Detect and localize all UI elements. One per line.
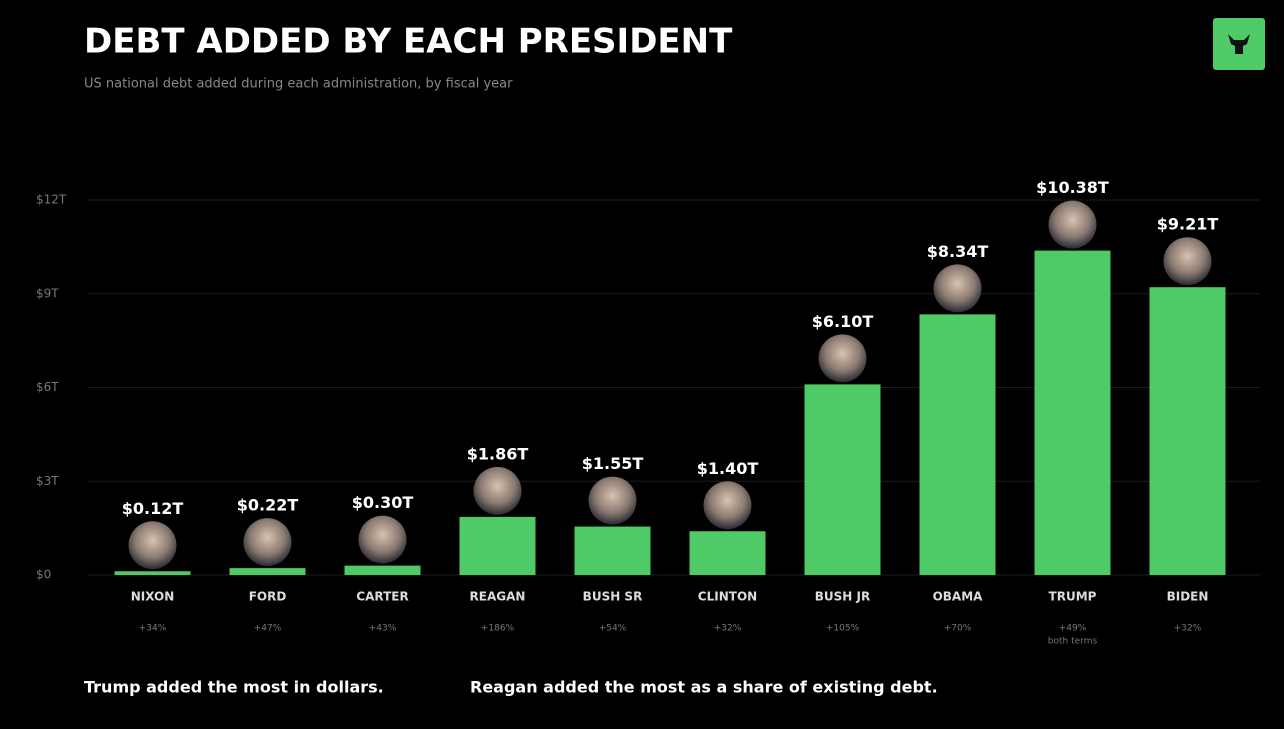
- y-tick-label: $12T: [36, 193, 67, 207]
- x-tick-label: NIXON: [131, 590, 175, 604]
- y-tick-label: $6T: [36, 380, 59, 394]
- bar: [1034, 250, 1111, 575]
- share-label: +32%: [714, 624, 742, 634]
- portrait: [588, 476, 637, 525]
- share-label: +105%: [826, 624, 860, 634]
- chart-title: DEBT ADDED BY EACH PRESIDENT: [84, 22, 733, 62]
- share-label: +49%: [1059, 624, 1087, 634]
- x-tick-label: OBAMA: [933, 590, 984, 604]
- value-label: $0.22T: [237, 496, 299, 515]
- x-tick-label: FORD: [249, 590, 287, 604]
- portrait: [473, 466, 522, 515]
- y-tick-label: $0: [36, 568, 51, 582]
- value-label: $9.21T: [1157, 215, 1219, 234]
- x-tick-label: CARTER: [356, 590, 408, 604]
- chart-subtitle: US national debt added during each admin…: [84, 77, 513, 92]
- value-label: $1.86T: [467, 444, 529, 463]
- footer-note: Trump added the most in dollars.: [84, 678, 384, 697]
- bar: [574, 526, 651, 575]
- x-tick-label: BUSH JR: [815, 590, 870, 604]
- share-label: +47%: [254, 624, 282, 634]
- portrait: [243, 518, 292, 567]
- bar: [1149, 287, 1226, 575]
- bar: [689, 531, 766, 575]
- share-label: +70%: [944, 624, 972, 634]
- x-tick-label: TRUMP: [1049, 590, 1097, 604]
- portrait: [358, 515, 407, 564]
- share-label: +32%: [1174, 624, 1202, 634]
- portrait: [128, 521, 177, 570]
- portrait: [818, 334, 867, 383]
- bar: [804, 384, 881, 575]
- share-note: both terms: [1048, 637, 1098, 647]
- logo: [1213, 18, 1265, 70]
- bar: [459, 516, 536, 575]
- portrait: [933, 264, 982, 313]
- bar: [919, 314, 996, 575]
- y-tick-label: $3T: [36, 474, 59, 488]
- footer-note: Reagan added the most as a share of exis…: [470, 678, 938, 697]
- x-tick-label: CLINTON: [698, 590, 757, 604]
- share-label: +43%: [369, 624, 397, 634]
- share-label: +54%: [599, 624, 627, 634]
- bar: [344, 565, 421, 575]
- x-tick-label: BUSH SR: [583, 590, 643, 604]
- share-label: +34%: [139, 624, 167, 634]
- portrait: [1163, 237, 1212, 286]
- share-label: +186%: [481, 624, 515, 634]
- value-label: $0.12T: [122, 499, 184, 518]
- portrait: [703, 481, 752, 530]
- x-tick-label: REAGAN: [470, 590, 526, 604]
- bar: [229, 568, 306, 575]
- y-tick-label: $9T: [36, 286, 59, 300]
- value-label: $6.10T: [812, 312, 874, 331]
- value-label: $8.34T: [927, 242, 989, 261]
- x-tick-label: BIDEN: [1167, 590, 1209, 604]
- value-label: $1.55T: [582, 454, 644, 473]
- bar: [114, 571, 191, 575]
- value-label: $10.38T: [1036, 178, 1109, 197]
- value-label: $0.30T: [352, 493, 414, 512]
- portrait: [1048, 200, 1097, 249]
- value-label: $1.40T: [697, 459, 759, 478]
